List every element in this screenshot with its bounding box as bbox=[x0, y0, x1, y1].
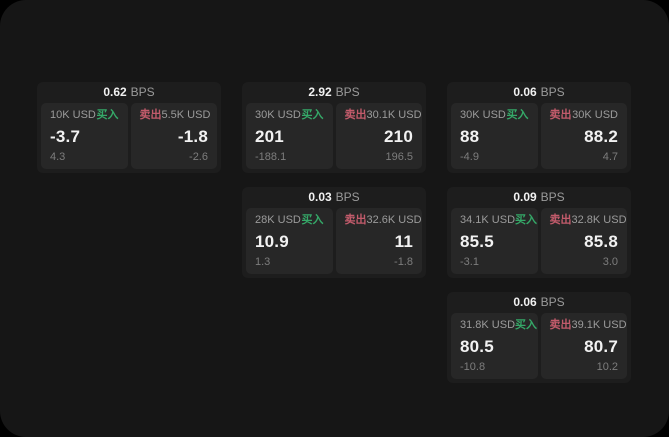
buy-sell-panels: 34.1K USD 买入 85.5 -3.1 卖出 32.8K USD 85.8… bbox=[447, 208, 631, 278]
sell-price: 11 bbox=[394, 232, 413, 251]
buy-side-label: 买入 bbox=[301, 214, 324, 226]
buy-sell-panels: 30K USD 买入 201 -188.1 卖出 30.1K USD 210 1… bbox=[242, 103, 426, 173]
sell-sub-value: 196.5 bbox=[385, 151, 413, 163]
buy-price: 85.5 bbox=[460, 232, 494, 251]
bps-value: 0.09 bbox=[513, 190, 537, 204]
buy-sub-value: -3.1 bbox=[460, 256, 479, 268]
sell-price: 210 bbox=[384, 127, 413, 146]
buy-sell-panels: 30K USD 买入 88 -4.9 卖出 30K USD 88.2 4.7 bbox=[447, 103, 631, 173]
buy-side-label: 买入 bbox=[506, 109, 529, 121]
buy-panel[interactable]: 34.1K USD 买入 85.5 -3.1 bbox=[451, 208, 538, 274]
buy-amount: 10K USD bbox=[50, 109, 96, 121]
buy-panel[interactable]: 30K USD 买入 88 -4.9 bbox=[451, 103, 538, 169]
buy-sell-panels: 31.8K USD 买入 80.5 -10.8 卖出 39.1K USD 80.… bbox=[447, 313, 631, 383]
sell-amount: 30.1K USD bbox=[366, 109, 422, 121]
bps-unit-label: BPS bbox=[335, 85, 360, 99]
buy-side-label: 买入 bbox=[96, 109, 119, 121]
sell-side-label: 卖出 bbox=[549, 319, 572, 331]
sell-sub-value: 10.2 bbox=[596, 361, 618, 373]
bps-unit-label: BPS bbox=[335, 190, 360, 204]
quote-card[interactable]: 0.62 BPS 10K USD 买入 -3.7 4.3 卖出 5.5K USD… bbox=[37, 82, 221, 173]
quote-card[interactable]: 2.92 BPS 30K USD 买入 201 -188.1 卖出 30.1K … bbox=[242, 82, 426, 173]
sell-side-label: 卖出 bbox=[549, 214, 572, 226]
sell-side-label: 卖出 bbox=[549, 109, 572, 121]
buy-amount: 34.1K USD bbox=[460, 214, 516, 226]
buy-price: -3.7 bbox=[50, 127, 81, 146]
card-header: 0.06 BPS bbox=[447, 292, 631, 313]
sell-price: 85.8 bbox=[584, 232, 618, 251]
buy-amount: 30K USD bbox=[460, 109, 506, 121]
bps-unit-label: BPS bbox=[540, 295, 565, 309]
sell-sub-value: -1.8 bbox=[394, 256, 413, 268]
sell-sub-value: -2.6 bbox=[189, 151, 208, 163]
quote-card[interactable]: 0.09 BPS 34.1K USD 买入 85.5 -3.1 卖出 32.8K… bbox=[447, 187, 631, 278]
buy-sell-panels: 10K USD 买入 -3.7 4.3 卖出 5.5K USD -1.8 -2.… bbox=[37, 103, 221, 173]
sell-amount: 32.8K USD bbox=[571, 214, 627, 226]
sell-panel[interactable]: 卖出 39.1K USD 80.7 10.2 bbox=[540, 313, 627, 379]
bps-value: 0.03 bbox=[308, 190, 332, 204]
sell-panel[interactable]: 卖出 32.6K USD 11 -1.8 bbox=[335, 208, 422, 274]
card-header: 0.09 BPS bbox=[447, 187, 631, 208]
card-header: 0.62 BPS bbox=[37, 82, 221, 103]
sell-sub-value: 3.0 bbox=[602, 256, 618, 268]
buy-price: 10.9 bbox=[255, 232, 289, 251]
sell-amount: 5.5K USD bbox=[161, 109, 211, 121]
buy-panel[interactable]: 30K USD 买入 201 -188.1 bbox=[246, 103, 333, 169]
quote-card[interactable]: 0.06 BPS 31.8K USD 买入 80.5 -10.8 卖出 39.1… bbox=[447, 292, 631, 383]
card-header: 0.06 BPS bbox=[447, 82, 631, 103]
buy-amount: 28K USD bbox=[255, 214, 301, 226]
quote-card[interactable]: 0.06 BPS 30K USD 买入 88 -4.9 卖出 30K USD 8… bbox=[447, 82, 631, 173]
buy-amount: 30K USD bbox=[255, 109, 301, 121]
quote-card[interactable]: 0.03 BPS 28K USD 买入 10.9 1.3 卖出 32.6K US… bbox=[242, 187, 426, 278]
buy-sell-panels: 28K USD 买入 10.9 1.3 卖出 32.6K USD 11 -1.8 bbox=[242, 208, 426, 278]
buy-side-label: 买入 bbox=[515, 214, 538, 226]
buy-sub-value: -10.8 bbox=[460, 361, 486, 373]
card-header: 0.03 BPS bbox=[242, 187, 426, 208]
buy-sub-value: -4.9 bbox=[460, 151, 479, 163]
sell-panel[interactable]: 卖出 5.5K USD -1.8 -2.6 bbox=[130, 103, 217, 169]
sell-price: 88.2 bbox=[584, 127, 618, 146]
buy-price: 88 bbox=[460, 127, 480, 146]
sell-amount: 39.1K USD bbox=[571, 319, 627, 331]
sell-panel[interactable]: 卖出 30K USD 88.2 4.7 bbox=[540, 103, 627, 169]
bps-unit-label: BPS bbox=[540, 85, 565, 99]
bps-unit-label: BPS bbox=[540, 190, 565, 204]
buy-sub-value: 1.3 bbox=[255, 256, 271, 268]
buy-sub-value: -188.1 bbox=[255, 151, 287, 163]
sell-side-label: 卖出 bbox=[344, 109, 367, 121]
sell-amount: 32.6K USD bbox=[366, 214, 422, 226]
sell-panel[interactable]: 卖出 30.1K USD 210 196.5 bbox=[335, 103, 422, 169]
buy-price: 201 bbox=[255, 127, 284, 146]
sell-panel[interactable]: 卖出 32.8K USD 85.8 3.0 bbox=[540, 208, 627, 274]
sell-sub-value: 4.7 bbox=[602, 151, 618, 163]
card-header: 2.92 BPS bbox=[242, 82, 426, 103]
buy-side-label: 买入 bbox=[515, 319, 538, 331]
buy-panel[interactable]: 28K USD 买入 10.9 1.3 bbox=[246, 208, 333, 274]
sell-price: -1.8 bbox=[177, 127, 208, 146]
bps-value: 0.06 bbox=[513, 85, 537, 99]
buy-panel[interactable]: 31.8K USD 买入 80.5 -10.8 bbox=[451, 313, 538, 379]
buy-price: 80.5 bbox=[460, 337, 494, 356]
buy-sub-value: 4.3 bbox=[50, 151, 66, 163]
buy-side-label: 买入 bbox=[301, 109, 324, 121]
bps-value: 0.62 bbox=[103, 85, 127, 99]
buy-panel[interactable]: 10K USD 买入 -3.7 4.3 bbox=[41, 103, 128, 169]
bps-unit-label: BPS bbox=[130, 85, 155, 99]
bps-value: 2.92 bbox=[308, 85, 332, 99]
bps-value: 0.06 bbox=[513, 295, 537, 309]
sell-amount: 30K USD bbox=[572, 109, 618, 121]
sell-side-label: 卖出 bbox=[344, 214, 367, 226]
sell-price: 80.7 bbox=[584, 337, 618, 356]
buy-amount: 31.8K USD bbox=[460, 319, 516, 331]
sell-side-label: 卖出 bbox=[139, 109, 162, 121]
